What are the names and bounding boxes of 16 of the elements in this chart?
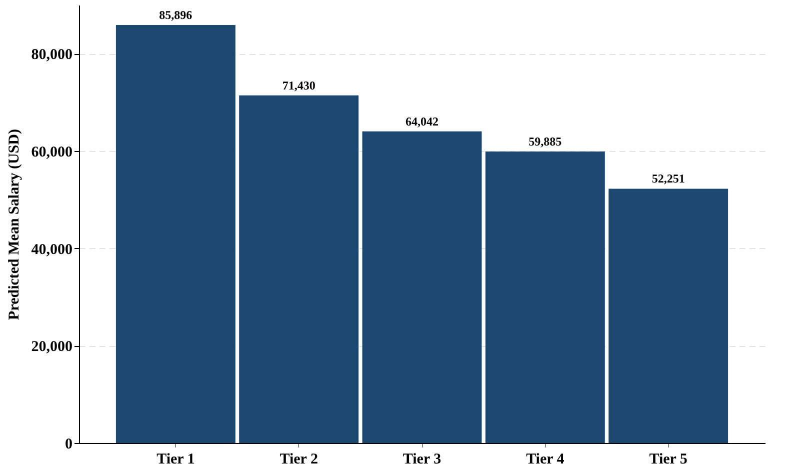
y-tick-label: 40,000 [31, 242, 72, 258]
x-tick-label: Tier 3 [402, 452, 442, 468]
data-label: 64,042 [406, 114, 438, 128]
x-tick-label: Tier 2 [280, 452, 318, 468]
x-tick-label: Tier 5 [649, 452, 688, 468]
data-label: 71,430 [282, 78, 316, 92]
y-axis-title: Predicted Mean Salary (USD) [6, 129, 22, 320]
data-label: 85,896 [159, 8, 192, 22]
data-label: 52,251 [652, 172, 685, 186]
data-label: 59,885 [528, 134, 562, 149]
y-tick-label: 60,000 [31, 144, 72, 160]
y-tick-label: 80,000 [31, 47, 72, 64]
x-tick-label: Tier 1 [156, 452, 195, 468]
x-tick-label: Tier 4 [526, 452, 565, 468]
y-tick-label: 20,000 [31, 339, 72, 356]
y-tick-label: 0 [65, 436, 72, 452]
